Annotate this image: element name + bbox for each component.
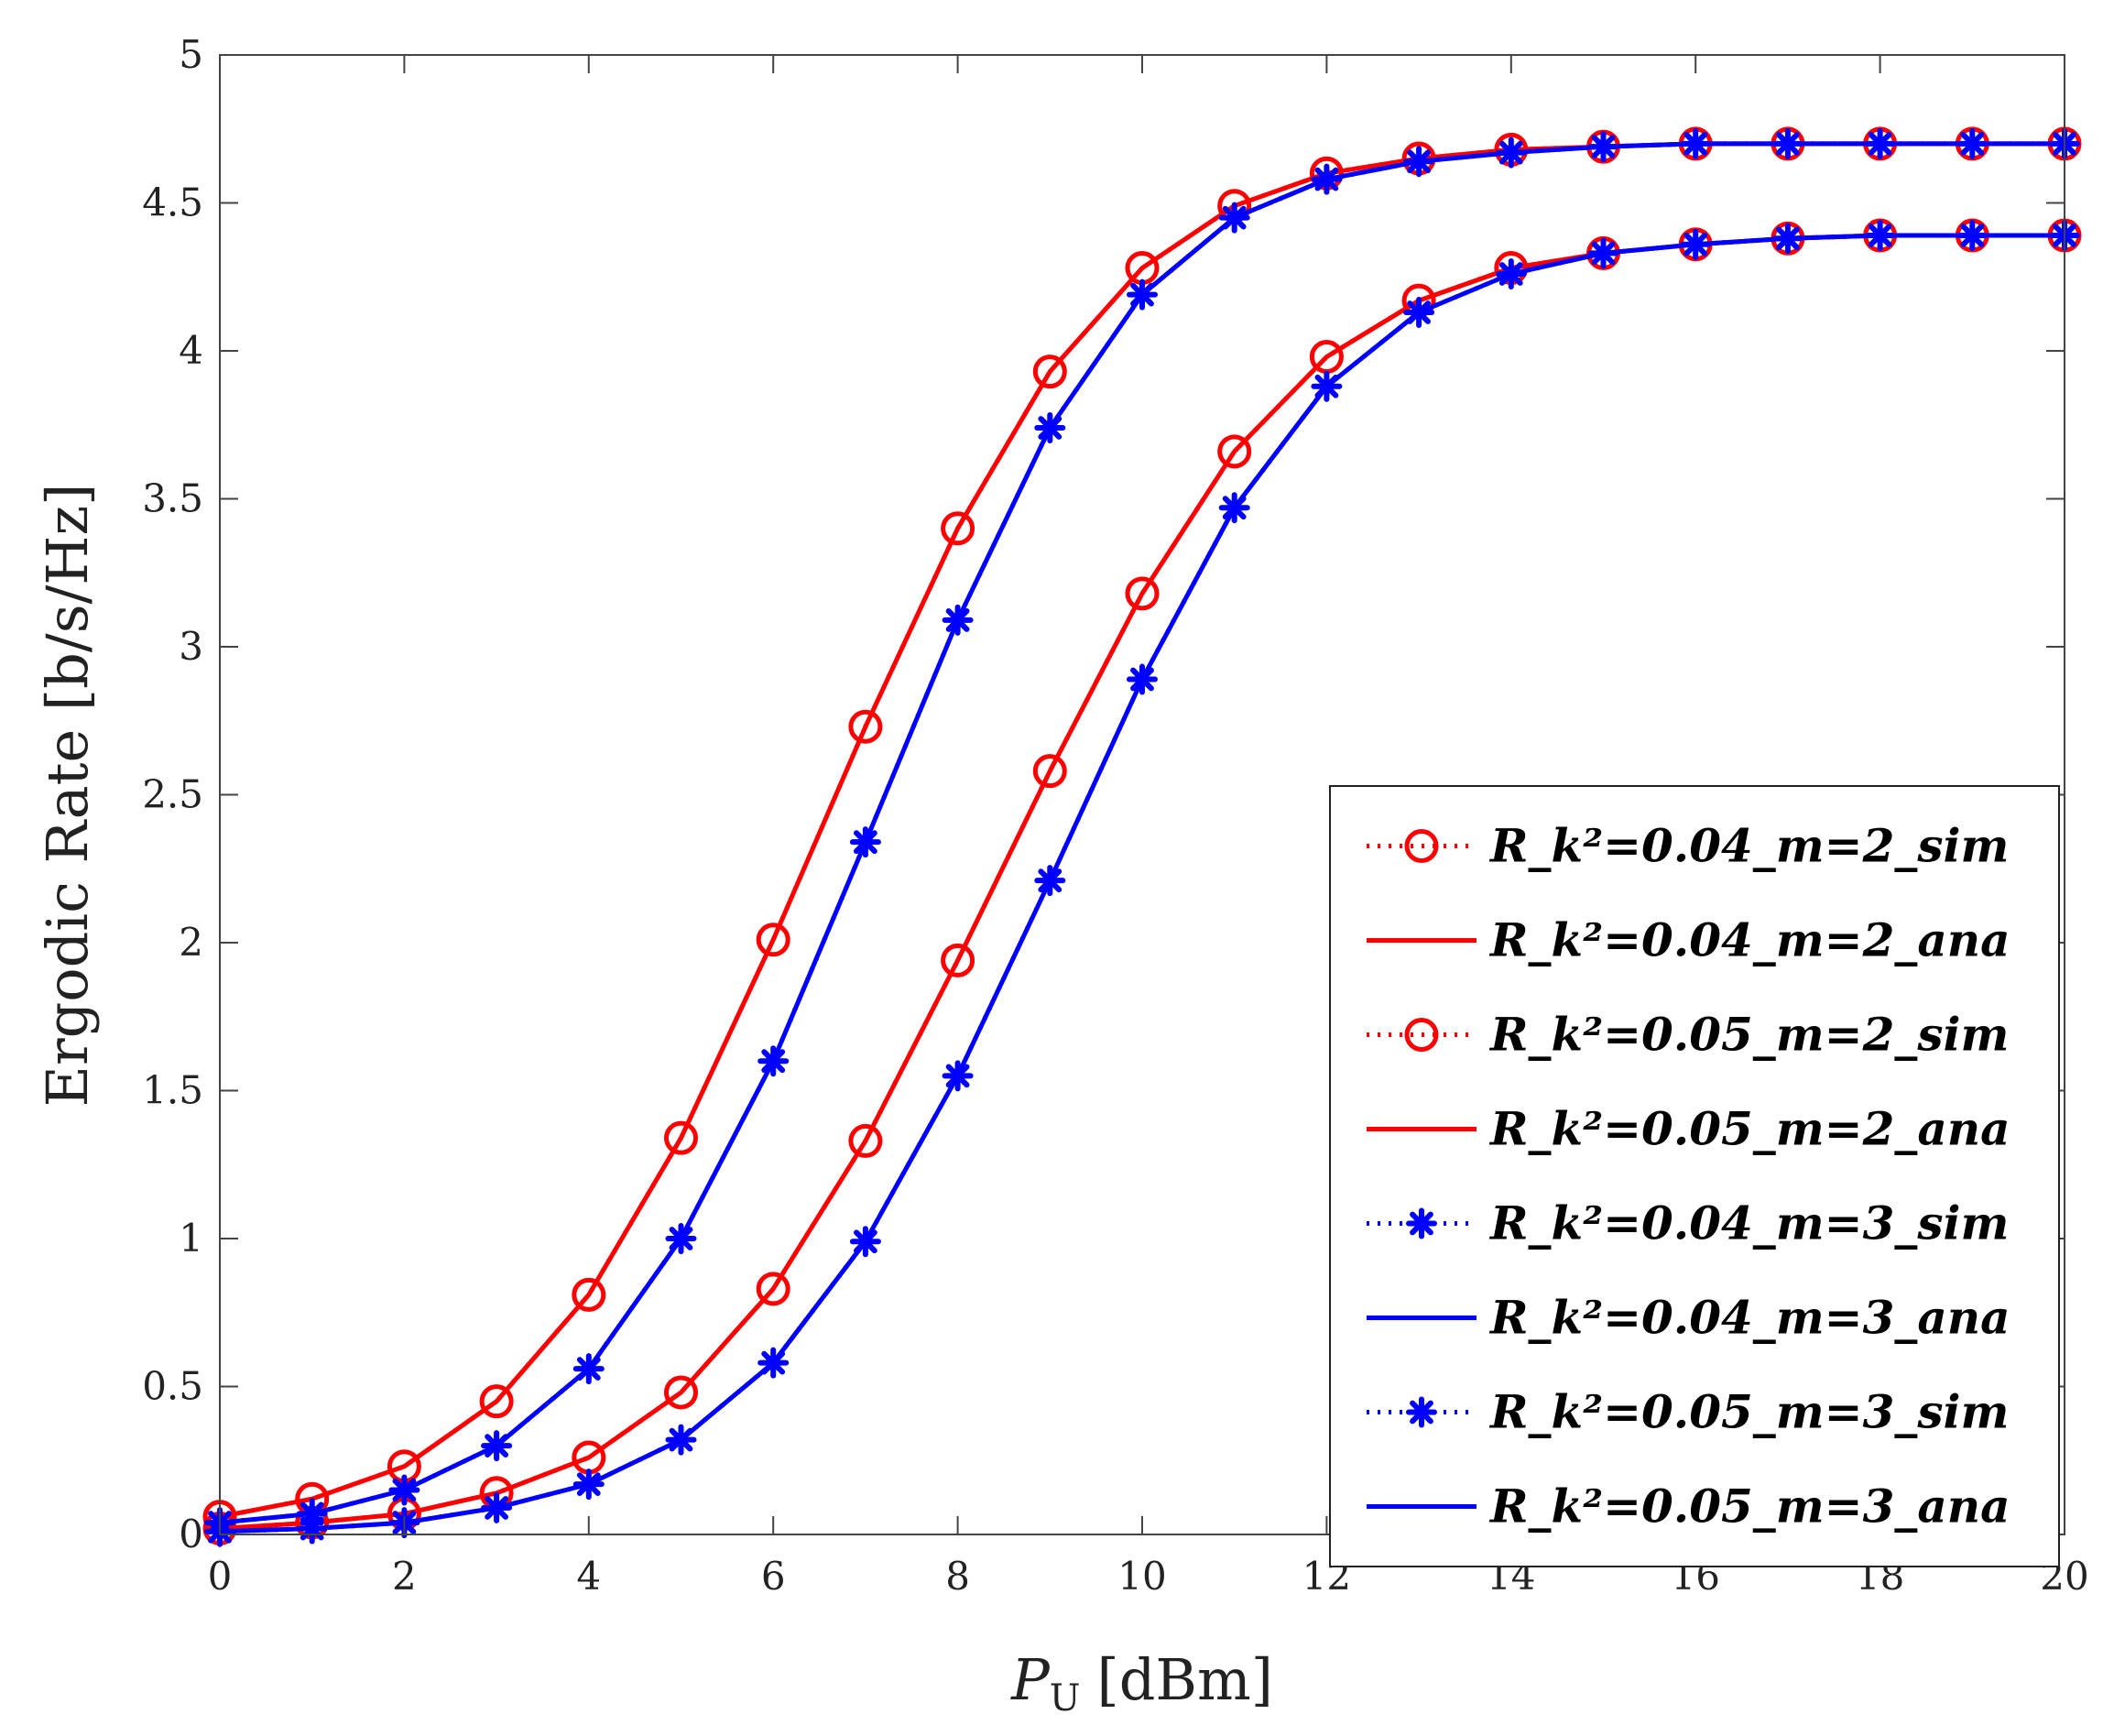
x-axis-unit: [dBm] [1097,1646,1273,1713]
legend-label: R_k²=0.05_m=3_ana [1488,1479,2010,1534]
y-tick-label: 0 [179,1512,203,1556]
data-point [1032,355,1067,389]
y-tick-label: 4 [179,328,203,373]
series-5 [219,141,2065,1525]
y-tick-label: 3 [179,624,203,669]
legend-label: R_k²=0.05_m=2_sim [1488,1008,2009,1062]
y-tick-label: 2 [179,920,203,965]
legend-label: R_k²=0.04_m=2_sim [1488,819,2009,873]
y-tick-label: 5 [179,32,203,77]
data-point [1217,434,1252,469]
legend-label: R_k²=0.04_m=2_ana [1488,913,2010,967]
data-point [756,923,790,957]
data-point [1032,754,1067,789]
legend-entry: R_k²=0.04_m=2_sim [1367,819,2009,873]
legend-label: R_k²=0.04_m=3_ana [1488,1291,2010,1345]
y-tick-label: 4.5 [142,180,203,225]
x-tick-label: 4 [576,1554,601,1599]
x-axis-symbol: P [1010,1646,1051,1713]
data-point [664,1120,698,1155]
data-point [941,511,975,546]
data-point [1125,576,1160,611]
series-line [219,141,2065,1525]
y-tick-label: 1.5 [142,1068,203,1113]
data-point [848,709,883,744]
legend-entry: R_k²=0.04_m=2_ana [1367,913,2010,967]
series-7 [219,233,2065,1534]
y-axis-title: Ergodic Rate [b/s/Hz] [34,484,101,1108]
y-tick-label: 3.5 [142,476,203,521]
data-point [756,1272,790,1306]
legend-box [1329,785,2060,1567]
x-axis-subscript: U [1050,1677,1081,1720]
x-axis-title: PU [dBm] [1010,1646,1273,1720]
x-tick-label: 10 [1117,1554,1166,1599]
data-point [664,1375,698,1410]
legend-label: R_k²=0.05_m=2_ana [1488,1102,2010,1156]
series-line [219,233,2065,1534]
legend-marker [1406,1396,1437,1428]
data-point [848,1123,883,1158]
legend-marker [1404,1018,1439,1052]
x-tick-label: 6 [761,1554,786,1599]
legend-entry: R_k²=0.04_m=3_ana [1367,1291,2010,1345]
x-tick-label: 0 [208,1554,233,1599]
legend-label: R_k²=0.04_m=3_sim [1488,1196,2009,1250]
x-tick-label: 2 [392,1554,417,1599]
y-tick-label: 1 [179,1216,203,1261]
legend-entry: R_k²=0.05_m=2_ana [1367,1102,2010,1156]
legend-marker [1406,1207,1437,1239]
legend-entry: R_k²=0.05_m=2_sim [1367,1008,2009,1062]
legend: R_k²=0.04_m=2_sim R_k²=0.04_m=2_ana R_k²=0… [1329,785,2060,1567]
legend-entry: R_k²=0.05_m=3_ana [1367,1479,2010,1534]
legend-label: R_k²=0.05_m=3_sim [1488,1385,2009,1439]
legend-entry: R_k²=0.04_m=3_sim [1367,1196,2009,1250]
data-point [572,1277,606,1312]
data-point [941,943,975,977]
legend-marker [1404,829,1439,863]
marker-core [1415,1405,1428,1419]
y-tick-label: 0.5 [142,1364,203,1409]
data-point [479,1384,514,1419]
marker-core [1415,1217,1428,1230]
y-tick-label: 2.5 [142,772,203,817]
legend-entry: R_k²=0.05_m=3_sim [1367,1385,2009,1439]
x-tick-label: 8 [945,1554,970,1599]
